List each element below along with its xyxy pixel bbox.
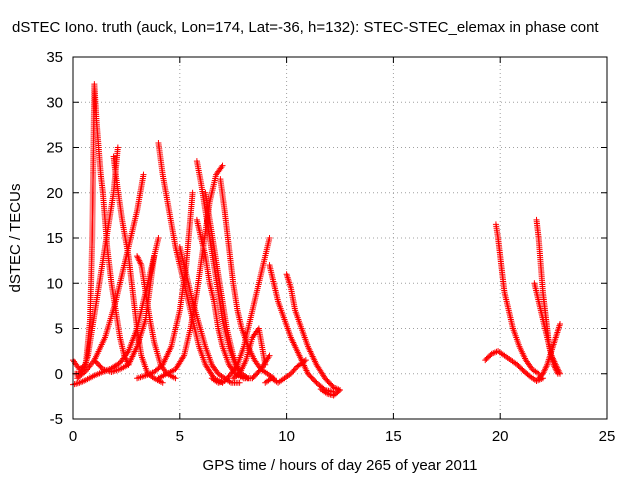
data-point <box>221 377 228 384</box>
data-point <box>114 144 121 151</box>
x-tick-label: 25 <box>599 428 616 445</box>
x-tick-label: 10 <box>278 428 295 445</box>
grid-lines <box>73 57 607 419</box>
data-point <box>222 376 229 383</box>
y-tick-label: 35 <box>46 49 63 66</box>
y-tick-label: 25 <box>46 140 63 157</box>
data-point <box>266 352 273 359</box>
data-point <box>518 365 525 372</box>
series-13 <box>202 189 243 377</box>
data-point <box>224 375 231 382</box>
series-26 <box>535 320 564 382</box>
chart-title: dSTEC Iono. truth (auck, Lon=174, Lat=-3… <box>12 19 599 36</box>
x-tick-label: 5 <box>176 428 184 445</box>
y-tick-label: 0 <box>55 366 63 383</box>
data-point <box>140 171 147 178</box>
x-tick-label: 15 <box>385 428 402 445</box>
series-17 <box>240 352 273 382</box>
data-point <box>189 189 196 196</box>
data-point <box>124 349 131 356</box>
data-point <box>301 358 308 365</box>
data-point <box>219 162 226 169</box>
data-point <box>516 364 523 371</box>
data-point <box>557 370 564 377</box>
data-point <box>484 354 491 361</box>
series-21 <box>317 386 343 399</box>
x-tick-label: 20 <box>492 428 509 445</box>
data-points <box>70 81 564 399</box>
series-18 <box>266 262 337 395</box>
data-point <box>289 369 296 376</box>
data-point <box>290 367 297 374</box>
data-point <box>292 364 299 371</box>
data-point <box>302 357 309 364</box>
y-tick-label: 20 <box>46 185 63 202</box>
data-point <box>337 387 343 394</box>
data-point <box>266 235 273 241</box>
series-11 <box>193 158 252 382</box>
series-10 <box>176 244 243 386</box>
data-point <box>172 375 179 382</box>
data-point <box>291 366 298 373</box>
data-point <box>486 353 493 360</box>
series-14 <box>208 235 273 386</box>
data-point <box>483 355 490 362</box>
series-8 <box>155 139 226 386</box>
data-point <box>515 362 522 369</box>
series-7 <box>134 189 196 382</box>
data-point <box>155 235 162 241</box>
data-point <box>159 379 166 386</box>
data-point <box>287 370 294 377</box>
series-3 <box>74 171 147 382</box>
x-tick-label: 0 <box>69 428 77 445</box>
data-point <box>335 388 342 395</box>
series-0 <box>70 81 132 373</box>
y-tick-label: 5 <box>55 321 63 338</box>
series-22 <box>482 348 546 384</box>
axis-ticks: 0 5 10 15 20 25 -5 0 5 10 15 20 25 30 35 <box>46 49 615 445</box>
y-axis-label: dSTEC / TECUs <box>7 184 24 293</box>
y-tick-label: 10 <box>46 275 63 292</box>
y-tick-label: -5 <box>50 411 63 428</box>
data-point <box>557 320 564 327</box>
y-tick-label: 15 <box>46 230 63 247</box>
series-19 <box>262 357 309 386</box>
series-15 <box>217 176 277 382</box>
data-point <box>151 253 158 260</box>
y-tick-label: 30 <box>46 94 63 111</box>
data-point <box>514 361 521 368</box>
data-point <box>225 373 232 380</box>
data-point <box>482 357 489 364</box>
x-axis-label: GPS time / hours of day 265 of year 2011 <box>203 457 478 474</box>
series-23 <box>492 221 542 377</box>
data-point <box>81 369 88 376</box>
data-point <box>236 379 243 386</box>
series-1 <box>72 144 121 377</box>
